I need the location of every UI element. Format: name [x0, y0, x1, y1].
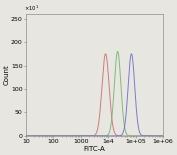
X-axis label: FITC-A: FITC-A	[84, 146, 105, 152]
Y-axis label: Count: Count	[4, 65, 10, 85]
Text: $\times 10^1$: $\times 10^1$	[24, 3, 40, 13]
